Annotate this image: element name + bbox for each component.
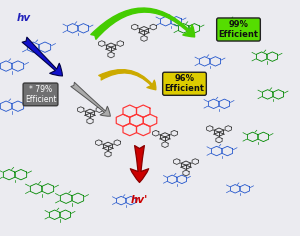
- Text: 96%
Efficient: 96% Efficient: [164, 74, 205, 93]
- FancyArrowPatch shape: [99, 70, 156, 90]
- Text: hv: hv: [16, 13, 31, 23]
- FancyArrowPatch shape: [91, 8, 195, 39]
- Text: hv': hv': [131, 195, 148, 205]
- Text: * 79%
Efficient: * 79% Efficient: [25, 85, 56, 104]
- Text: 99%
Efficient: 99% Efficient: [218, 20, 259, 39]
